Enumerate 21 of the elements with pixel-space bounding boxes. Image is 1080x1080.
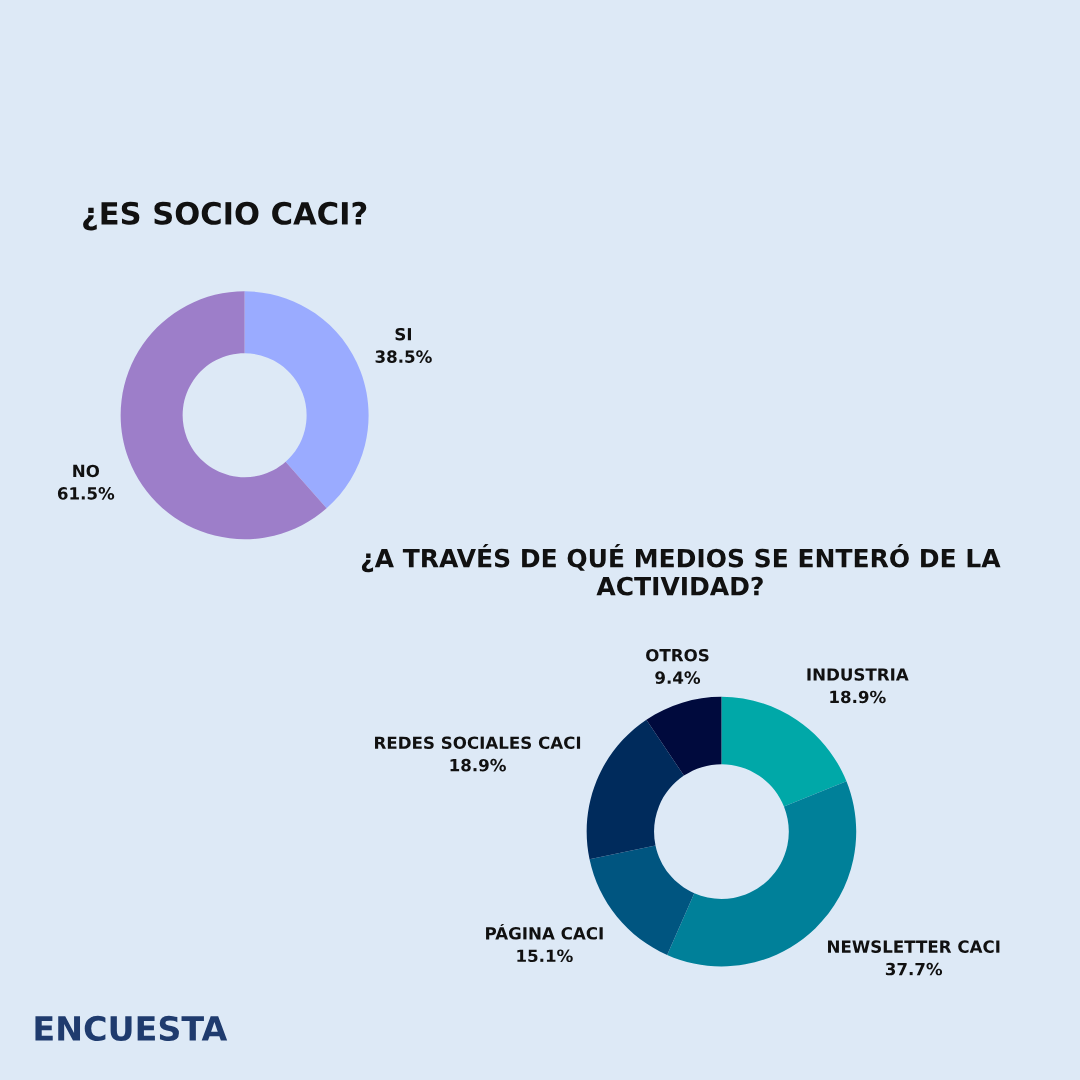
- chart-title: ¿A TRAVÉS DE QUÉ MEDIOS SE ENTERÓ DE LA ACTIVIDAD?: [361, 544, 1001, 596]
- slice-label: NEWSLETTER CACI: [828, 940, 1000, 953]
- slice-label: NO: [73, 464, 100, 478]
- donut-slice: [646, 696, 722, 776]
- donut-slice: [244, 291, 369, 509]
- data-label: 18.9%: [830, 690, 886, 704]
- data-label: 18.9%: [450, 758, 506, 772]
- slice-label: INDUSTRIA: [807, 668, 909, 681]
- data-label: 15.1%: [517, 949, 573, 963]
- slice-label: SI: [395, 327, 411, 341]
- donut-slice: [586, 719, 684, 860]
- data-label: 9.4%: [655, 671, 701, 684]
- chart-title: ¿ES SOCIO CACI?: [83, 201, 367, 231]
- text: ENCUESTA: [35, 1015, 228, 1042]
- data-label: 38.5%: [375, 350, 432, 363]
- data-label: 61.5%: [57, 487, 115, 500]
- slice-label: REDES SOCIALES CACI: [375, 736, 581, 750]
- donut-slice: [120, 291, 327, 540]
- data-label: 37.7%: [885, 962, 943, 976]
- slice-label: PÁGINA CACI: [486, 923, 603, 940]
- slice-label: OTROS: [646, 648, 709, 662]
